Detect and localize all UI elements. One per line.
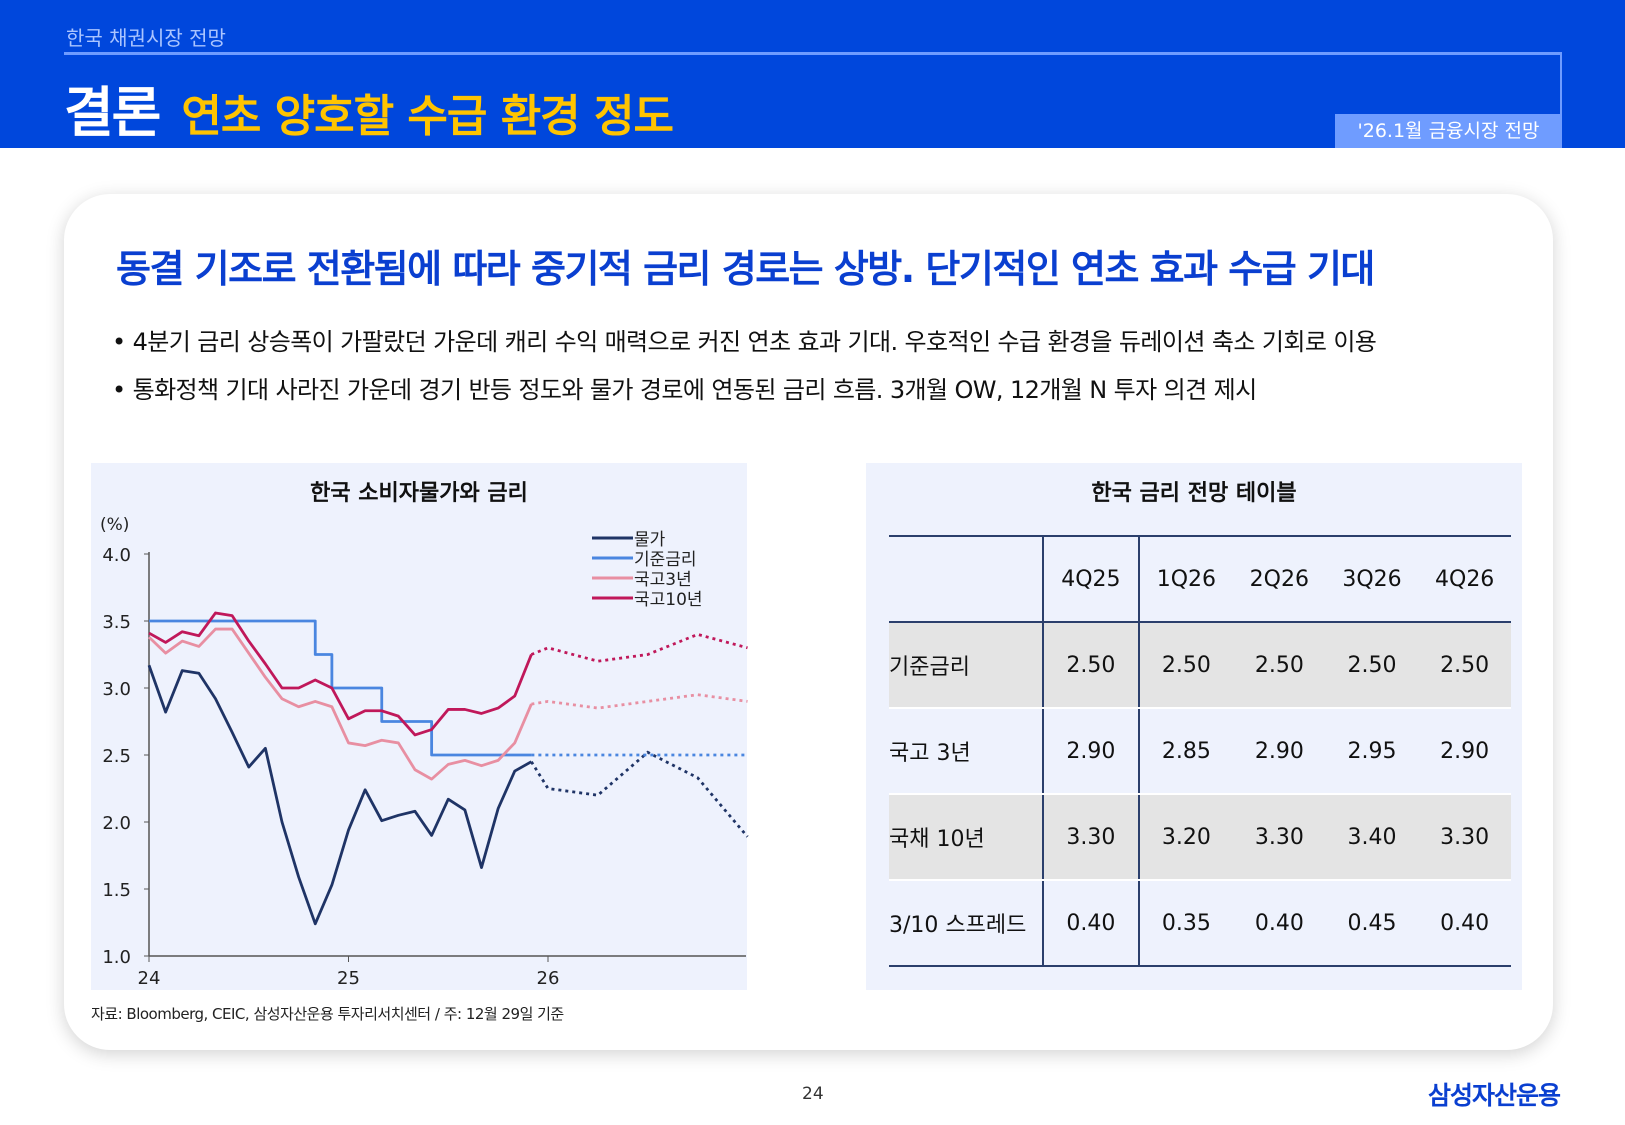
column-header: 4Q25 bbox=[1043, 535, 1140, 623]
y-tick-label: 2.0 bbox=[102, 813, 131, 834]
legend-label: 물가 bbox=[634, 530, 666, 550]
title-sub: 연초 양호할 수급 환경 정도 bbox=[181, 91, 674, 142]
table-cell: 0.45 bbox=[1325, 880, 1419, 967]
table-cell: 2.50 bbox=[1325, 622, 1419, 709]
series-line-3 bbox=[148, 627, 533, 781]
table-panel: 한국 금리 전망 테이블 4Q25 1Q26 2Q26 3Q26 4Q26 기준… bbox=[866, 463, 1522, 990]
column-header: 1Q26 bbox=[1138, 535, 1233, 623]
table-cell: 3.30 bbox=[1043, 794, 1140, 881]
table-cell: 2.50 bbox=[1233, 622, 1326, 709]
bullet-1: • 4분기 금리 상승폭이 가팔랐던 가운데 캐리 수익 매력으로 커진 연초 … bbox=[112, 328, 1377, 356]
table-row: 3/10 스프레드 0.40 0.35 0.40 0.45 0.40 bbox=[889, 880, 1511, 967]
header-blank bbox=[889, 535, 1044, 623]
chart-title: 한국 소비자물가와 금리 bbox=[310, 481, 528, 506]
x-tick-label: 25 bbox=[337, 968, 360, 989]
table-cell: 0.40 bbox=[1418, 880, 1511, 967]
table-cell: 0.40 bbox=[1043, 880, 1140, 967]
legend-label: 국고3년 bbox=[634, 570, 692, 590]
y-tick-label: 2.5 bbox=[102, 746, 131, 767]
series-forecast-line-4 bbox=[530, 632, 748, 663]
table-row: 국채 10년 3.30 3.20 3.30 3.40 3.30 bbox=[889, 794, 1511, 881]
table-cell: 2.90 bbox=[1233, 708, 1326, 795]
series-line-4 bbox=[148, 611, 533, 737]
y-tick-label: 1.0 bbox=[102, 947, 131, 968]
x-tick-label: 26 bbox=[537, 968, 560, 989]
y-axis-unit: (%) bbox=[100, 515, 129, 535]
page-title: 결론 연초 양호할 수급 환경 정도 bbox=[64, 68, 674, 147]
column-header: 3Q26 bbox=[1325, 535, 1419, 623]
table-cell: 0.40 bbox=[1233, 880, 1326, 967]
chart-panel: 한국 소비자물가와 금리 bbox=[91, 463, 747, 990]
x-tick-label: 24 bbox=[138, 968, 161, 989]
header-divider bbox=[64, 52, 1562, 148]
legend-label: 국고10년 bbox=[634, 590, 703, 610]
table-row: 기준금리 2.50 2.50 2.50 2.50 2.50 bbox=[889, 622, 1511, 709]
legend-label: 기준금리 bbox=[634, 550, 697, 570]
section-label: 한국 채권시장 전망 bbox=[66, 26, 226, 50]
table-cell: 2.90 bbox=[1043, 708, 1140, 795]
company-logo: 삼성자산운용 bbox=[1428, 1081, 1561, 1110]
title-main: 결론 bbox=[64, 81, 161, 144]
source-footnote: 자료: Bloomberg, CEIC, 삼성자산운용 투자리서치센터 / 주:… bbox=[91, 1005, 564, 1023]
y-tick-label: 4.0 bbox=[102, 545, 131, 566]
table-cell: 2.90 bbox=[1418, 708, 1511, 795]
y-tick-label: 3.5 bbox=[102, 612, 131, 633]
table-cell: 3.30 bbox=[1418, 794, 1511, 881]
rate-forecast-table: 4Q25 1Q26 2Q26 3Q26 4Q26 기준금리 2.50 2.50 2.5… bbox=[889, 535, 1511, 967]
table-cell: 2.95 bbox=[1325, 708, 1419, 795]
row-label: 국채 10년 bbox=[889, 794, 1044, 881]
table-cell: 3.40 bbox=[1325, 794, 1419, 881]
series-forecast-line-1 bbox=[530, 750, 749, 838]
table-cell: 0.35 bbox=[1138, 880, 1233, 967]
table-header-row: 4Q25 1Q26 2Q26 3Q26 4Q26 bbox=[889, 535, 1511, 623]
table-cell: 3.30 bbox=[1233, 794, 1326, 881]
bullet-2: • 통화정책 기대 사라진 가운데 경기 반등 정도와 물가 경로에 연동된 금… bbox=[112, 376, 1257, 404]
table-cell: 2.50 bbox=[1138, 622, 1233, 709]
table-title: 한국 금리 전망 테이블 bbox=[1091, 481, 1297, 506]
table-row: 국고 3년 2.90 2.85 2.90 2.95 2.90 bbox=[889, 708, 1511, 795]
row-label: 3/10 스프레드 bbox=[889, 880, 1044, 967]
y-tick-label: 1.5 bbox=[102, 880, 131, 901]
series-forecast-line-3 bbox=[531, 693, 748, 710]
page-number: 24 bbox=[802, 1084, 824, 1104]
column-header: 2Q26 bbox=[1233, 535, 1326, 623]
table-cell: 3.20 bbox=[1138, 794, 1233, 881]
headline: 동결 기조로 전환됨에 따라 중기적 금리 경로는 상방. 단기적인 연초 효과… bbox=[116, 247, 1375, 291]
report-badge: '26.1월 금융시장 전망 bbox=[1335, 114, 1562, 148]
y-tick-label: 3.0 bbox=[102, 679, 131, 700]
series-line-1 bbox=[147, 664, 533, 926]
table-cell: 2.85 bbox=[1138, 708, 1233, 795]
row-label: 국고 3년 bbox=[889, 708, 1044, 795]
row-label: 기준금리 bbox=[889, 622, 1044, 709]
column-header: 4Q26 bbox=[1418, 535, 1511, 623]
table-cell: 2.50 bbox=[1043, 622, 1140, 709]
series-line-2 bbox=[149, 619, 532, 757]
table-cell: 2.50 bbox=[1418, 622, 1511, 709]
header-bar: 한국 채권시장 전망 결론 연초 양호할 수급 환경 정도 '26.1월 금융시장… bbox=[0, 0, 1625, 148]
